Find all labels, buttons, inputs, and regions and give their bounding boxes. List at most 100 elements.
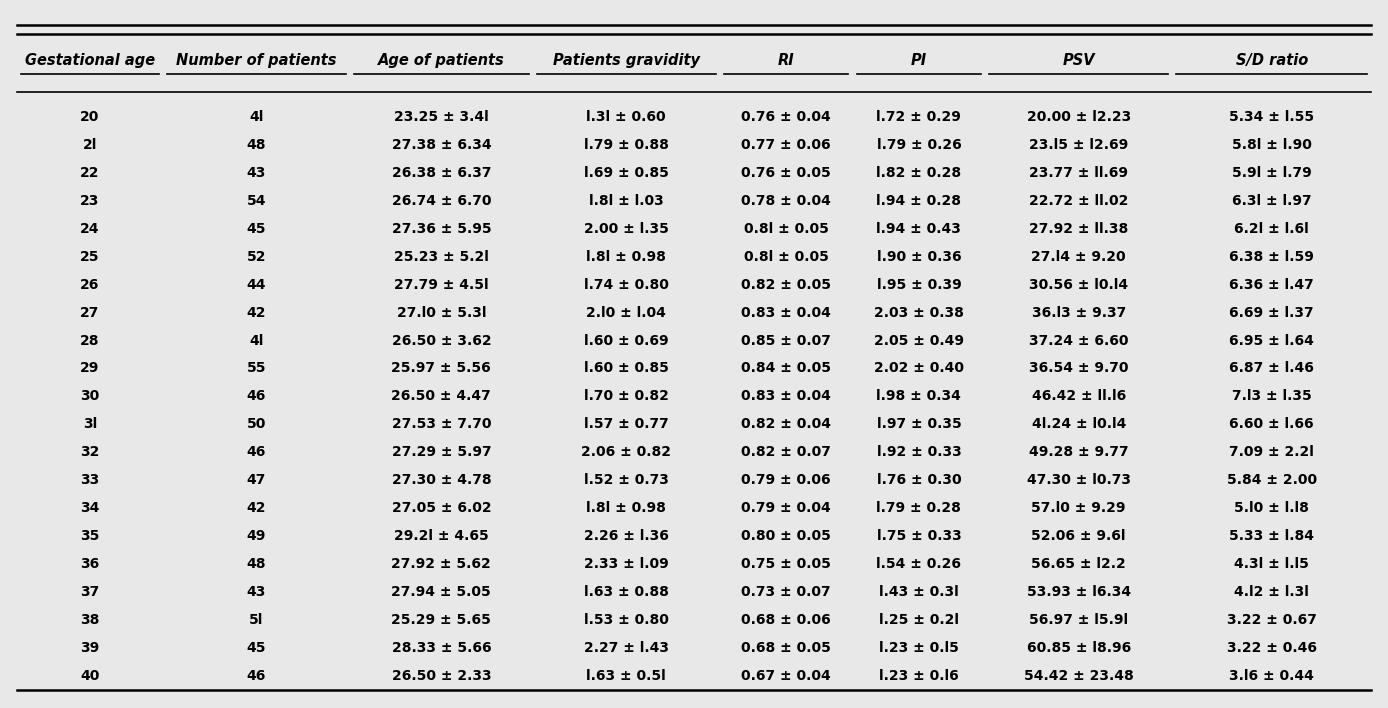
Text: 38: 38 <box>81 613 100 627</box>
Text: l.8l ± 0.98: l.8l ± 0.98 <box>586 501 666 515</box>
Text: 0.78 ± 0.04: 0.78 ± 0.04 <box>741 193 831 207</box>
Text: 25.97 ± 5.56: 25.97 ± 5.56 <box>391 362 491 375</box>
Text: 0.68 ± 0.06: 0.68 ± 0.06 <box>741 613 831 627</box>
Text: 2.00 ± l.35: 2.00 ± l.35 <box>584 222 669 236</box>
Text: l.63 ± 0.88: l.63 ± 0.88 <box>584 586 669 600</box>
Text: 6.3l ± l.97: 6.3l ± l.97 <box>1233 193 1312 207</box>
Text: 26: 26 <box>81 278 100 292</box>
Text: l.97 ± 0.35: l.97 ± 0.35 <box>876 418 962 431</box>
Text: 0.73 ± 0.07: 0.73 ± 0.07 <box>741 586 831 600</box>
Text: 5.l0 ± l.l8: 5.l0 ± l.l8 <box>1234 501 1309 515</box>
Text: 6.95 ± l.64: 6.95 ± l.64 <box>1230 333 1314 348</box>
Text: 6.87 ± l.46: 6.87 ± l.46 <box>1230 362 1314 375</box>
Text: l.94 ± 0.28: l.94 ± 0.28 <box>876 193 962 207</box>
Text: 36.54 ± 9.70: 36.54 ± 9.70 <box>1029 362 1128 375</box>
Text: 6.36 ± l.47: 6.36 ± l.47 <box>1230 278 1314 292</box>
Text: 27.38 ± 6.34: 27.38 ± 6.34 <box>391 137 491 152</box>
Text: 23: 23 <box>81 193 100 207</box>
Text: l.76 ± 0.30: l.76 ± 0.30 <box>877 474 962 487</box>
Text: RI: RI <box>777 52 794 68</box>
Text: 49: 49 <box>247 530 266 544</box>
Text: 2.03 ± 0.38: 2.03 ± 0.38 <box>874 306 963 319</box>
Text: 37: 37 <box>81 586 100 600</box>
Text: 27.l4 ± 9.20: 27.l4 ± 9.20 <box>1031 249 1126 263</box>
Text: 39: 39 <box>81 641 100 656</box>
Text: 23.l5 ± l2.69: 23.l5 ± l2.69 <box>1029 137 1128 152</box>
Text: 22: 22 <box>81 166 100 180</box>
Text: 0.83 ± 0.04: 0.83 ± 0.04 <box>741 306 831 319</box>
Text: 5.84 ± 2.00: 5.84 ± 2.00 <box>1227 474 1317 487</box>
Text: 4l.24 ± l0.l4: 4l.24 ± l0.l4 <box>1031 418 1126 431</box>
Text: 44: 44 <box>247 278 266 292</box>
Text: 48: 48 <box>247 137 266 152</box>
Text: 3l: 3l <box>83 418 97 431</box>
Text: 0.68 ± 0.05: 0.68 ± 0.05 <box>741 641 831 656</box>
Text: 49.28 ± 9.77: 49.28 ± 9.77 <box>1029 445 1128 459</box>
Text: 4.l2 ± l.3l: 4.l2 ± l.3l <box>1234 586 1309 600</box>
Text: 27: 27 <box>81 306 100 319</box>
Text: 3.22 ± 0.46: 3.22 ± 0.46 <box>1227 641 1317 656</box>
Text: l.98 ± 0.34: l.98 ± 0.34 <box>876 389 962 404</box>
Text: 0.83 ± 0.04: 0.83 ± 0.04 <box>741 389 831 404</box>
Text: 3.l6 ± 0.44: 3.l6 ± 0.44 <box>1230 669 1314 683</box>
Text: 56.97 ± l5.9l: 56.97 ± l5.9l <box>1029 613 1128 627</box>
Text: l.63 ± 0.5l: l.63 ± 0.5l <box>586 669 666 683</box>
Text: 4l: 4l <box>250 110 264 124</box>
Text: l.70 ± 0.82: l.70 ± 0.82 <box>584 389 669 404</box>
Text: l.79 ± 0.26: l.79 ± 0.26 <box>876 137 962 152</box>
Text: 54: 54 <box>247 193 266 207</box>
Text: l.25 ± 0.2l: l.25 ± 0.2l <box>879 613 959 627</box>
Text: 6.69 ± l.37: 6.69 ± l.37 <box>1230 306 1314 319</box>
Text: 2.06 ± 0.82: 2.06 ± 0.82 <box>582 445 672 459</box>
Text: 26.50 ± 3.62: 26.50 ± 3.62 <box>391 333 491 348</box>
Text: 2.l0 ± l.04: 2.l0 ± l.04 <box>586 306 666 319</box>
Text: 25: 25 <box>81 249 100 263</box>
Text: 0.79 ± 0.04: 0.79 ± 0.04 <box>741 501 831 515</box>
Text: l.43 ± 0.3l: l.43 ± 0.3l <box>879 586 959 600</box>
Text: 26.50 ± 2.33: 26.50 ± 2.33 <box>391 669 491 683</box>
Text: 26.38 ± 6.37: 26.38 ± 6.37 <box>391 166 491 180</box>
Text: 0.75 ± 0.05: 0.75 ± 0.05 <box>741 557 831 571</box>
Text: l.52 ± 0.73: l.52 ± 0.73 <box>584 474 669 487</box>
Text: 5.33 ± l.84: 5.33 ± l.84 <box>1230 530 1314 544</box>
Text: 43: 43 <box>247 586 266 600</box>
Text: 40: 40 <box>81 669 100 683</box>
Text: 25.29 ± 5.65: 25.29 ± 5.65 <box>391 613 491 627</box>
Text: l.79 ± 0.88: l.79 ± 0.88 <box>584 137 669 152</box>
Text: 0.8l ± 0.05: 0.8l ± 0.05 <box>744 222 829 236</box>
Text: l.94 ± 0.43: l.94 ± 0.43 <box>876 222 962 236</box>
Text: 27.79 ± 4.5l: 27.79 ± 4.5l <box>394 278 489 292</box>
Text: 27.94 ± 5.05: 27.94 ± 5.05 <box>391 586 491 600</box>
Text: 47.30 ± l0.73: 47.30 ± l0.73 <box>1027 474 1131 487</box>
Text: 42: 42 <box>247 306 266 319</box>
Text: 27.92 ± ll.38: 27.92 ± ll.38 <box>1029 222 1128 236</box>
Text: 0.79 ± 0.06: 0.79 ± 0.06 <box>741 474 831 487</box>
Text: 28: 28 <box>81 333 100 348</box>
Text: 2.26 ± l.36: 2.26 ± l.36 <box>584 530 669 544</box>
Text: 46.42 ± ll.l6: 46.42 ± ll.l6 <box>1031 389 1126 404</box>
Text: 54.42 ± 23.48: 54.42 ± 23.48 <box>1024 669 1134 683</box>
Text: 34: 34 <box>81 501 100 515</box>
Text: 6.60 ± l.66: 6.60 ± l.66 <box>1230 418 1314 431</box>
Text: Gestational age: Gestational age <box>25 52 155 68</box>
Text: 0.82 ± 0.04: 0.82 ± 0.04 <box>741 418 831 431</box>
Text: 27.30 ± 4.78: 27.30 ± 4.78 <box>391 474 491 487</box>
Text: 45: 45 <box>247 641 266 656</box>
Text: l.75 ± 0.33: l.75 ± 0.33 <box>876 530 962 544</box>
Text: 47: 47 <box>247 474 266 487</box>
Text: Age of patients: Age of patients <box>378 52 505 68</box>
Text: 26.74 ± 6.70: 26.74 ± 6.70 <box>391 193 491 207</box>
Text: 20: 20 <box>81 110 100 124</box>
Text: 6.2l ± l.6l: 6.2l ± l.6l <box>1234 222 1309 236</box>
Text: 46: 46 <box>247 669 266 683</box>
Text: 26.50 ± 4.47: 26.50 ± 4.47 <box>391 389 491 404</box>
Text: 6.38 ± l.59: 6.38 ± l.59 <box>1230 249 1314 263</box>
Text: l.82 ± 0.28: l.82 ± 0.28 <box>876 166 962 180</box>
Text: 30: 30 <box>81 389 100 404</box>
Text: 27.53 ± 7.70: 27.53 ± 7.70 <box>391 418 491 431</box>
Text: 2l: 2l <box>83 137 97 152</box>
Text: 0.8l ± 0.05: 0.8l ± 0.05 <box>744 249 829 263</box>
Text: 22.72 ± ll.02: 22.72 ± ll.02 <box>1029 193 1128 207</box>
Text: 25.23 ± 5.2l: 25.23 ± 5.2l <box>394 249 489 263</box>
Text: 50: 50 <box>247 418 266 431</box>
